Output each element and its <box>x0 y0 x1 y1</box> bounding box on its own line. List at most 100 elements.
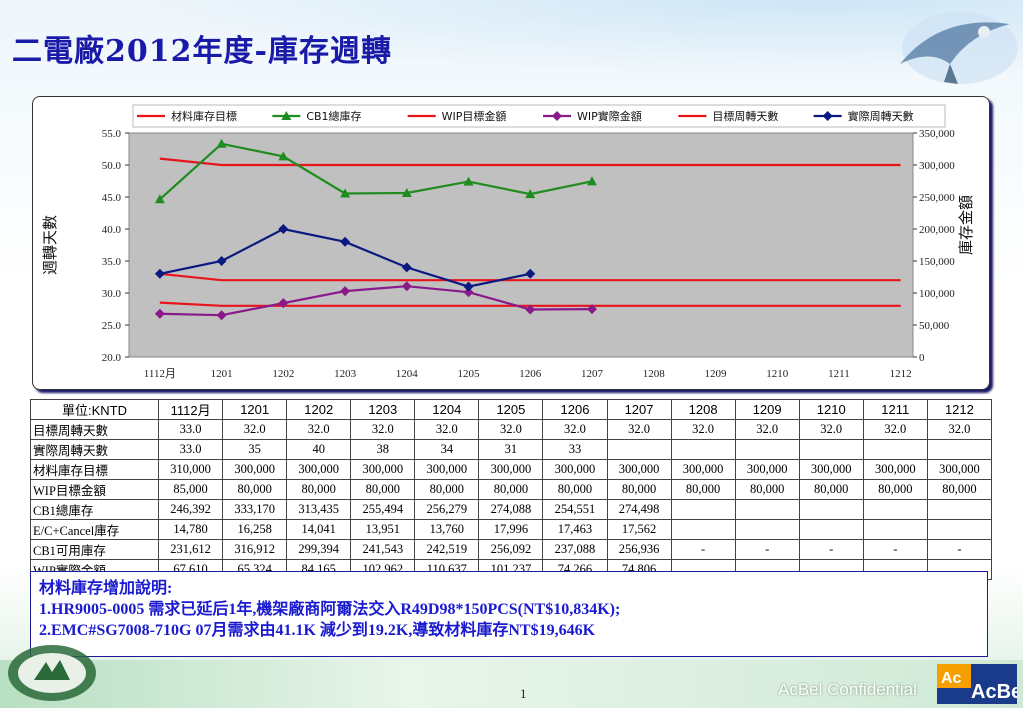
right-axis-tick-label: 50,000 <box>919 320 950 332</box>
data-point-diamond <box>525 268 536 279</box>
data-point-diamond <box>525 304 536 315</box>
data-point-diamond <box>216 310 227 321</box>
table-cell: 40 <box>286 439 352 460</box>
table-cell: 300,000 <box>798 459 864 480</box>
table-row-label: 目標周轉天數 <box>29 419 160 440</box>
table-cell: 32.0 <box>670 419 736 440</box>
table-cell: 80,000 <box>478 479 544 500</box>
data-point-diamond <box>552 111 562 121</box>
table-cell <box>862 439 928 460</box>
table-column-header: 1202 <box>286 399 352 420</box>
data-point-diamond <box>340 236 351 247</box>
right-axis-tick-label: 250,000 <box>919 192 955 204</box>
x-axis-tick-label: 1202 <box>272 368 294 380</box>
right-axis-tick-label: 150,000 <box>919 256 955 268</box>
right-axis-tick-label: 200,000 <box>919 224 955 236</box>
table-cell: 313,435 <box>286 499 352 520</box>
right-axis-tick-label: 350,000 <box>919 128 955 140</box>
table-cell: 38 <box>350 439 416 460</box>
table-cell <box>798 519 864 540</box>
table-column-header: 1211 <box>862 399 928 420</box>
table-cell: 80,000 <box>542 479 608 500</box>
table-cell: - <box>926 539 993 560</box>
table-cell: 300,000 <box>606 459 672 480</box>
table-cell <box>670 439 736 460</box>
table-row: E/C+Cancel庫存 14,780 16,258 14,041 13,951 13,7… <box>29 519 993 540</box>
table-cell: 254,551 <box>542 499 608 520</box>
x-axis-tick-label: 1212 <box>890 368 912 380</box>
x-axis-tick-label: 1201 <box>211 368 233 380</box>
table-cell: - <box>862 539 928 560</box>
x-axis-tick-label: 1205 <box>458 368 481 380</box>
table-cell: 80,000 <box>734 479 800 500</box>
table-column-header: 1206 <box>542 399 608 420</box>
table-cell: 85,000 <box>158 479 224 500</box>
x-axis-tick-label: 1210 <box>766 368 789 380</box>
x-axis-tick-label: 1208 <box>643 368 666 380</box>
data-point-triangle <box>216 138 227 148</box>
x-axis-tick-label: 1206 <box>519 368 542 380</box>
data-point-diamond <box>586 304 597 315</box>
table-column-header: 1203 <box>350 399 416 420</box>
table-row-label: 材料庫存目標 <box>29 459 160 480</box>
table-cell: 242,519 <box>414 539 480 560</box>
table-cell: 241,543 <box>350 539 416 560</box>
table-cell <box>670 519 736 540</box>
table-cell: 256,936 <box>606 539 672 560</box>
data-point-triangle <box>340 188 351 198</box>
table-cell: - <box>798 539 864 560</box>
data-table: 單位:KNTD 1112月 1201 1202 1203 1204 1205 1206 1207… <box>29 399 993 580</box>
table-row-label: CB1總庫存 <box>29 499 160 520</box>
table-cell: 80,000 <box>350 479 416 500</box>
data-point-triangle <box>401 187 412 197</box>
table-cell: 32.0 <box>414 419 480 440</box>
data-point-diamond <box>401 281 412 292</box>
table-cell: 316,912 <box>222 539 288 560</box>
table-cell: 32.0 <box>606 419 672 440</box>
data-point-diamond <box>216 256 227 266</box>
table-row: 材料庫存目標 310,000 300,000 300,000 300,000 300,00… <box>29 459 993 480</box>
table-cell: 80,000 <box>286 479 352 500</box>
table-cell <box>606 439 672 460</box>
table-cell: 35 <box>222 439 288 460</box>
data-point-diamond <box>154 308 165 319</box>
table-column-header: 1210 <box>798 399 864 420</box>
table-cell <box>670 499 736 520</box>
table-row-label: 實際周轉天數 <box>29 439 160 460</box>
table-cell: 32.0 <box>286 419 352 440</box>
data-point-triangle <box>525 189 536 199</box>
table-cell: 246,392 <box>158 499 224 520</box>
table-cell: 300,000 <box>542 459 608 480</box>
left-axis-tick-label: 40.0 <box>102 224 122 236</box>
table-row-label: CB1可用庫存 <box>29 539 160 560</box>
x-axis-tick-label: 1203 <box>334 368 357 380</box>
page-title: 二電廠2012年度-庫存週轉 <box>12 34 392 69</box>
series-line <box>159 157 901 167</box>
table-header-row: 單位:KNTD 1112月 1201 1202 1203 1204 1205 1206 1207… <box>29 399 993 420</box>
table-cell: 32.0 <box>350 419 416 440</box>
legend-entry-label: 材料庫存目標 <box>171 109 237 123</box>
notes-line-1: 1.HR9005-0005 需求已延后1年,機架廠商阿爾法交入R49D98*15… <box>39 601 621 618</box>
table-cell: 300,000 <box>414 459 480 480</box>
series-diamond <box>154 224 536 292</box>
table-cell <box>862 519 928 540</box>
data-point-diamond <box>822 111 833 121</box>
table-cell: 300,000 <box>670 459 736 480</box>
table-cell <box>798 439 864 460</box>
table-cell: 17,562 <box>606 519 672 540</box>
data-point-diamond <box>154 268 165 279</box>
table-cell: 13,951 <box>350 519 416 540</box>
table-cell: 32.0 <box>734 419 800 440</box>
table-cell: 14,780 <box>158 519 224 540</box>
table-cell <box>926 439 993 460</box>
table-cell: 237,088 <box>542 539 608 560</box>
left-axis-tick-label: 20.0 <box>102 352 122 364</box>
table-column-header: 1207 <box>606 399 672 420</box>
table-cell <box>926 499 993 520</box>
table-cell: 256,279 <box>414 499 480 520</box>
table-row: CB1總庫存 246,392 333,170 313,435 255,494 256,27… <box>29 499 993 520</box>
eagle-logo-icon <box>900 12 1018 84</box>
table-cell: 33.0 <box>158 439 224 460</box>
right-axis-tick-label: 300,000 <box>919 160 955 172</box>
data-point-diamond <box>463 281 474 292</box>
